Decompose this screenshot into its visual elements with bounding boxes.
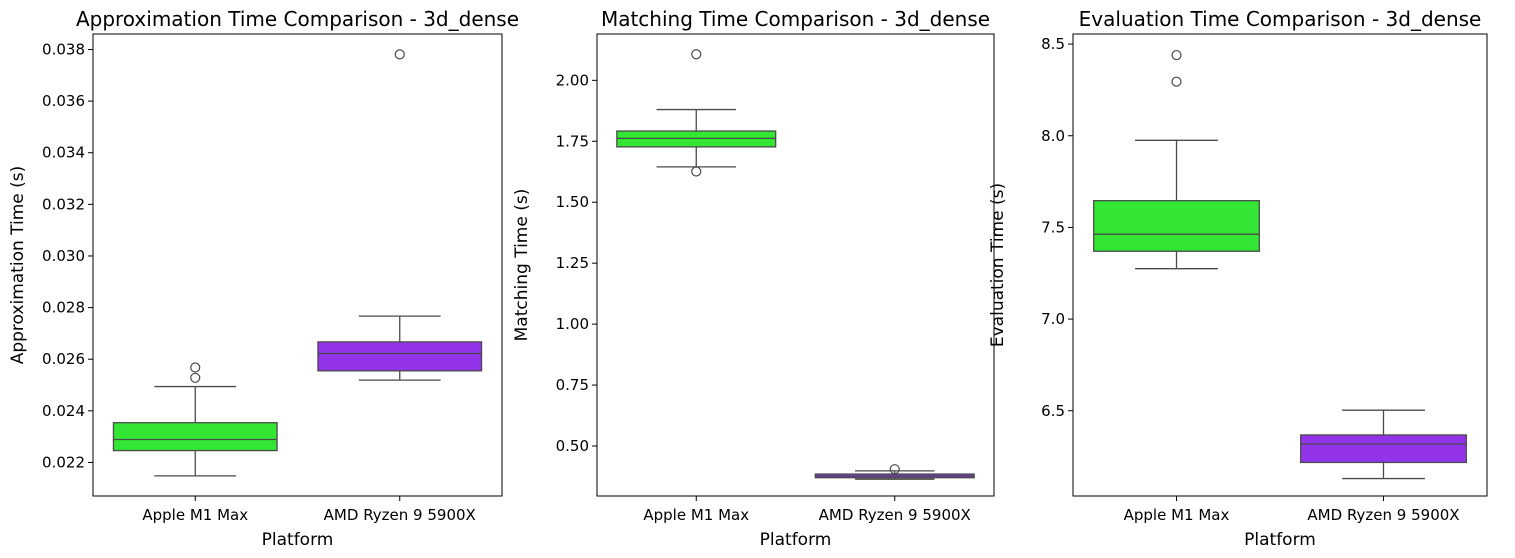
y-tick-label: 0.034 xyxy=(42,144,85,162)
outlier-point xyxy=(691,49,702,60)
x-axis-label: Platform xyxy=(760,530,832,550)
outlier-point xyxy=(394,49,405,60)
y-tick-label: 7.0 xyxy=(1041,310,1065,328)
box-amd-ryzen-9-5900x xyxy=(317,49,483,381)
y-tick-label: 0.026 xyxy=(42,350,85,368)
chart-panel-3: Evaluation Time Comparison - 3d_dense 6.5… xyxy=(988,7,1488,550)
chart-title: Approximation Time Comparison - 3d_dense xyxy=(76,7,519,31)
y-axis-label: Approximation Time (s) xyxy=(8,166,28,365)
x-tick-label: AMD Ryzen 9 5900X xyxy=(1307,506,1459,524)
box-apple-m1-max xyxy=(616,49,777,177)
box-body xyxy=(1300,434,1467,464)
box-amd-ryzen-9-5900x xyxy=(1300,409,1467,480)
x-tick-label: Apple M1 Max xyxy=(1124,506,1230,524)
outlier-point xyxy=(691,166,702,177)
y-tick-label: 0.036 xyxy=(42,92,85,110)
y-tick-label: 1.25 xyxy=(556,254,589,272)
y-tick-label: 0.50 xyxy=(556,437,589,455)
outlier-point xyxy=(1171,49,1182,61)
x-tick-label: AMD Ryzen 9 5900X xyxy=(324,506,476,524)
x-axis-label: Platform xyxy=(1244,530,1316,550)
chart-panel-2: Matching Time Comparison - 3d_dense 0.50 0… xyxy=(512,7,995,550)
x-tick-label: Apple M1 Max xyxy=(643,506,749,524)
y-tick-label: 1.00 xyxy=(556,315,589,333)
y-axis-label: Matching Time (s) xyxy=(512,189,532,342)
y-tick-label: 2.00 xyxy=(556,71,589,89)
x-tick-label: Apple M1 Max xyxy=(142,506,248,524)
y-tick-label: 6.5 xyxy=(1041,402,1065,420)
box-amd-ryzen-9-5900x xyxy=(814,464,975,480)
box-body xyxy=(112,422,278,452)
outlier-point xyxy=(889,464,900,475)
box-apple-m1-max xyxy=(1093,49,1260,270)
outlier-point xyxy=(190,362,201,373)
y-tick-label: 0.030 xyxy=(42,247,85,265)
y-tick-label: 8.5 xyxy=(1041,35,1065,53)
x-axis-label: Platform xyxy=(262,530,334,550)
y-tick-label: 0.038 xyxy=(42,40,85,58)
y-tick-label: 0.75 xyxy=(556,376,589,394)
y-tick-label: 1.75 xyxy=(556,132,589,150)
plot-frame xyxy=(92,33,503,497)
y-tick-label: 0.028 xyxy=(42,299,85,317)
box-body xyxy=(317,341,483,372)
chart-title: Evaluation Time Comparison - 3d_dense xyxy=(1079,7,1482,31)
y-tick-label: 0.022 xyxy=(42,453,85,471)
x-tick-label: AMD Ryzen 9 5900X xyxy=(819,506,971,524)
chart-title: Matching Time Comparison - 3d_dense xyxy=(601,7,990,31)
y-tick-label: 1.50 xyxy=(556,193,589,211)
chart-panel-1: Approximation Time Comparison - 3d_dense… xyxy=(8,7,519,550)
y-tick-label: 7.5 xyxy=(1041,218,1065,236)
plot-frame xyxy=(596,33,995,497)
plot-frame xyxy=(1072,33,1488,497)
y-tick-label: 8.0 xyxy=(1041,127,1065,145)
y-tick-label: 0.032 xyxy=(42,195,85,213)
y-axis-label: Evaluation Time (s) xyxy=(988,183,1008,347)
y-tick-label: 0.024 xyxy=(42,402,85,420)
outlier-point xyxy=(190,372,201,383)
box-body xyxy=(1093,199,1260,252)
outlier-point xyxy=(1171,76,1182,87)
box-apple-m1-max xyxy=(112,362,278,477)
